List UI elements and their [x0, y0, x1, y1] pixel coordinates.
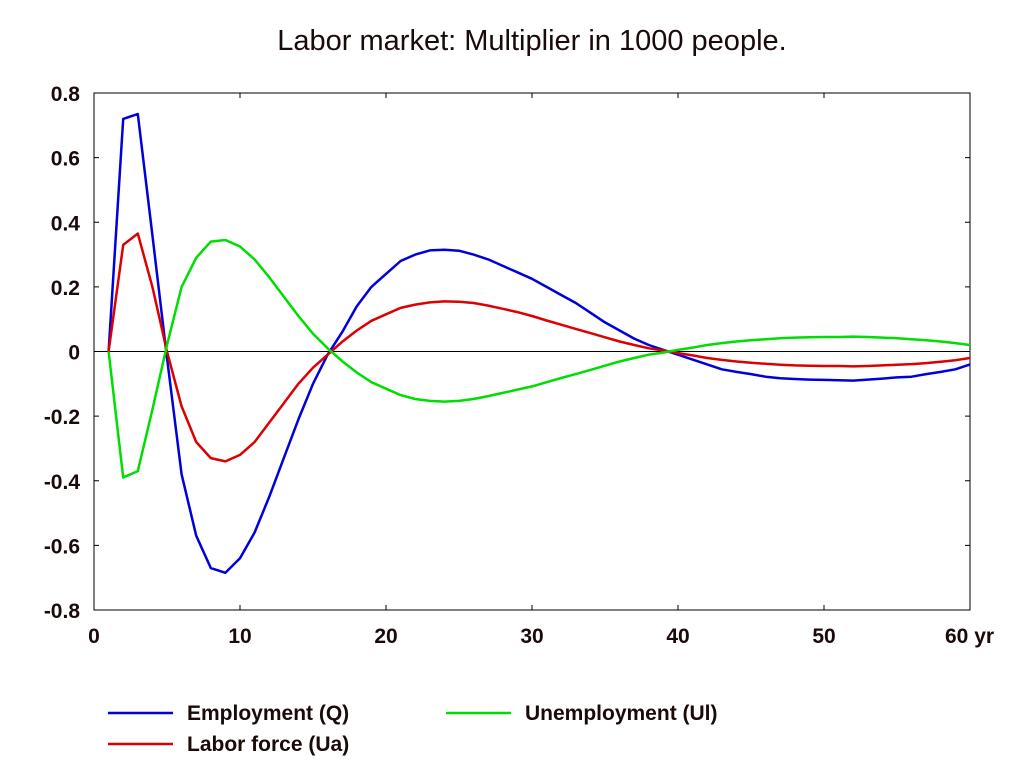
y-tick-label: -0.2 — [44, 406, 80, 429]
legend: Employment (Q) Labor force (Ua) Unemployme… — [108, 702, 718, 756]
y-tick-label: 0.6 — [51, 148, 80, 171]
x-tick-label: 20 — [374, 625, 397, 648]
x-tick-label: 30 — [520, 625, 543, 648]
series-line-unemployment-ul — [107, 238, 971, 479]
x-tick-label: 0 — [88, 625, 100, 648]
series-lines — [107, 112, 971, 575]
y-tick-label: 0.4 — [51, 212, 81, 235]
x-tick-label: 60 yr — [945, 625, 994, 648]
y-tick-label: 0 — [68, 342, 80, 365]
x-tick-label: 40 — [666, 625, 689, 648]
x-tick-label: 10 — [228, 625, 251, 648]
y-tick-label: -0.8 — [44, 600, 81, 623]
series-line-employment-q — [107, 112, 971, 575]
y-tick-label: 0.8 — [51, 83, 81, 106]
legend-label-employment-q: Employment (Q) — [187, 702, 349, 725]
y-tick-label: -0.6 — [44, 535, 80, 558]
chart-title: Labor market: Multiplier in 1000 people. — [277, 25, 786, 57]
x-tick-label: 50 — [812, 625, 835, 648]
y-tick-label: -0.4 — [44, 471, 81, 494]
legend-label-unemployment-ul: Unemployment (Ul) — [525, 702, 718, 725]
legend-label-labor-force-ua: Labor force (Ua) — [187, 733, 349, 756]
series-line-labor-force-ua — [107, 232, 971, 463]
axis-ticks: 0.8 0.6 0.4 0.2 0 -0.2 -0.4 -0.6 -0.8 0 10 20 30 40 50… — [44, 83, 994, 648]
y-tick-label: 0.2 — [51, 277, 80, 300]
plot-area — [93, 92, 971, 611]
